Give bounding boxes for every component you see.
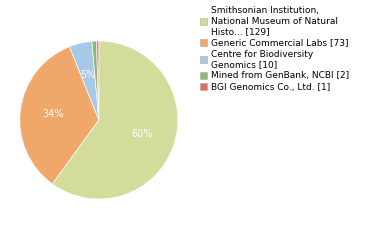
- Wedge shape: [97, 41, 99, 120]
- Wedge shape: [92, 41, 99, 120]
- Wedge shape: [70, 41, 99, 120]
- Wedge shape: [52, 41, 178, 199]
- Text: 5%: 5%: [81, 70, 96, 80]
- Text: 34%: 34%: [43, 109, 64, 119]
- Legend: Smithsonian Institution,
National Museum of Natural
Histo... [129], Generic Comm: Smithsonian Institution, National Museum…: [198, 5, 351, 93]
- Wedge shape: [20, 47, 99, 184]
- Text: 60%: 60%: [132, 129, 153, 139]
